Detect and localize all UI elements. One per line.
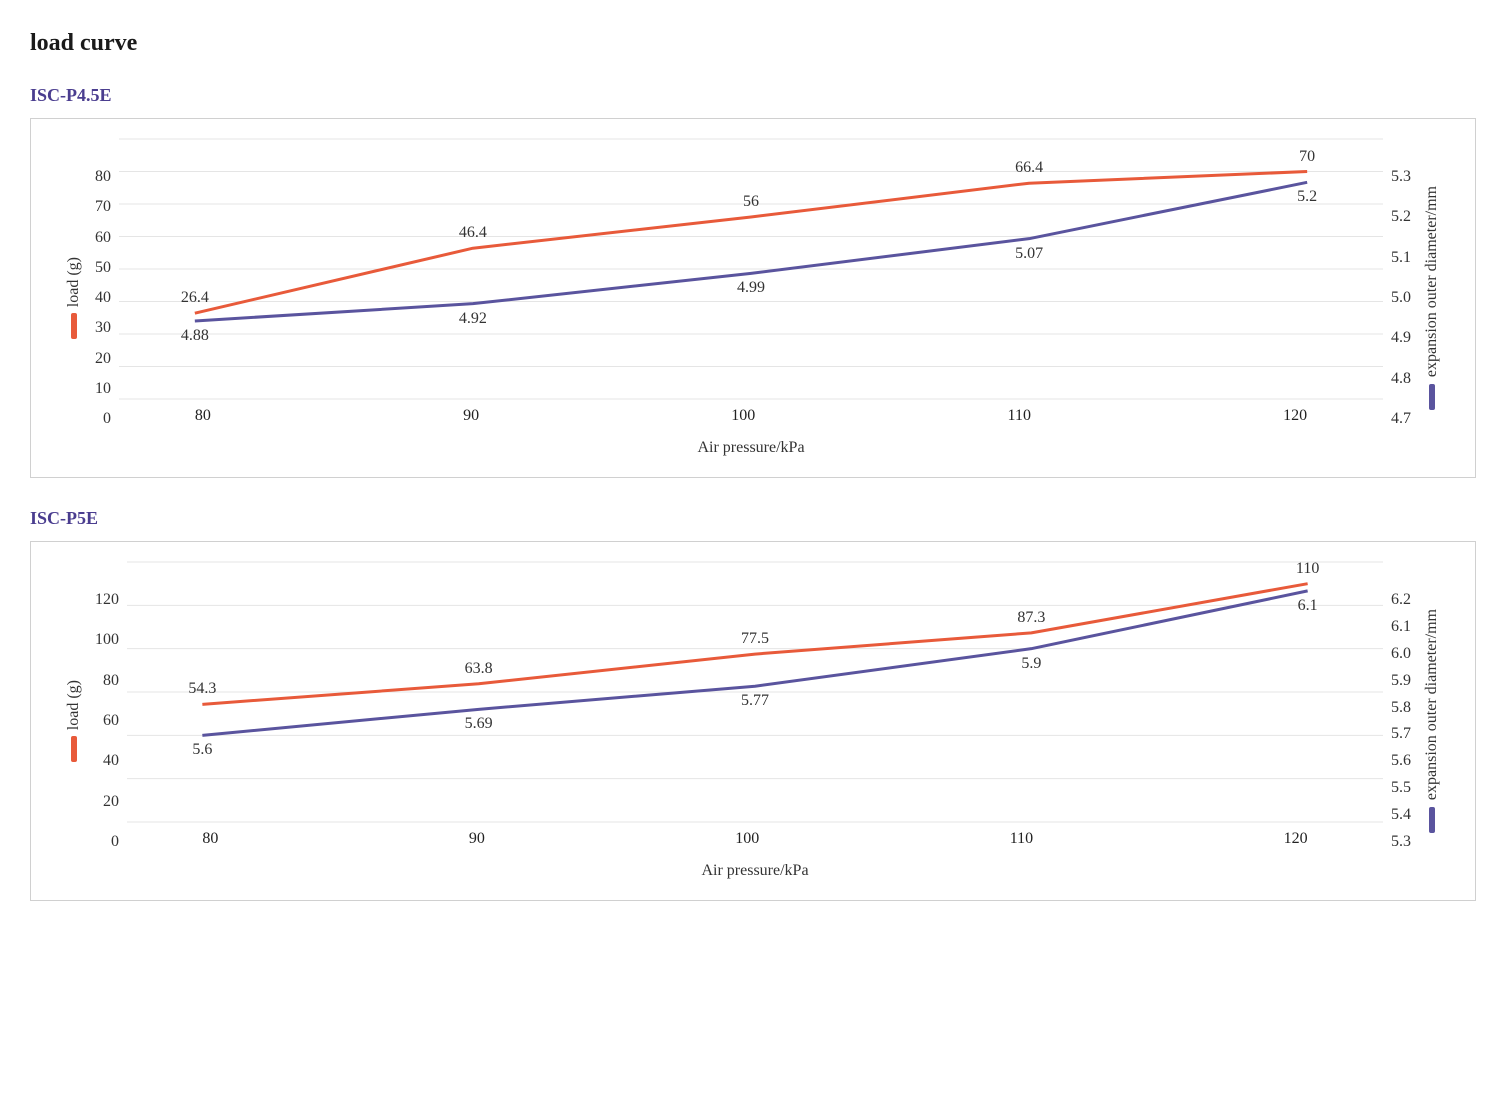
y-axis-right-ticks: 6.26.16.05.95.85.75.65.55.45.3 — [1383, 591, 1419, 851]
data-label: 63.8 — [465, 660, 493, 678]
data-label: 77.5 — [741, 630, 769, 648]
data-label: 70 — [1299, 148, 1315, 166]
data-label: 87.3 — [1017, 609, 1045, 627]
data-label: 5.2 — [1297, 188, 1317, 206]
data-label: 66.4 — [1015, 159, 1043, 177]
chart-title: ISC-P5E — [30, 508, 1476, 529]
legend-stub-diameter — [1429, 384, 1435, 410]
y-axis-right-label: expansion outer diameter/mm — [1419, 186, 1445, 377]
data-label: 54.3 — [188, 680, 216, 698]
data-label: 110 — [1296, 560, 1319, 578]
y-axis-left-ticks: 80706050403020100 — [87, 168, 119, 428]
chart-section: ISC-P5E load (g)120100806040200 54.3 63.8 77… — [30, 508, 1476, 901]
y-axis-right-ticks: 5.35.25.15.04.94.84.7 — [1383, 168, 1419, 428]
chart-box: load (g)120100806040200 54.3 63.8 77.5 87.3 1… — [30, 541, 1476, 901]
data-label: 6.1 — [1298, 597, 1318, 615]
data-label: 4.88 — [181, 327, 209, 345]
x-axis-ticks: 8090100110120 — [119, 399, 1383, 425]
legend-stub-load — [71, 313, 77, 339]
x-axis-label: Air pressure/kPa — [119, 425, 1383, 457]
chart-section: ISC-P4.5E load (g)80706050403020100 26.4 46… — [30, 85, 1476, 478]
data-label: 5.69 — [465, 715, 493, 733]
x-axis-label: Air pressure/kPa — [127, 848, 1383, 880]
data-label: 5.77 — [741, 692, 769, 710]
data-label: 26.4 — [181, 289, 209, 307]
legend-stub-diameter — [1429, 807, 1435, 833]
data-label: 4.92 — [459, 310, 487, 328]
y-axis-left-label: load (g) — [61, 680, 87, 730]
data-label: 5.07 — [1015, 245, 1043, 263]
page-title: load curve — [30, 30, 1476, 57]
chart-box: load (g)80706050403020100 26.4 46.4 56 66.4 7… — [30, 118, 1476, 478]
y-axis-left-label: load (g) — [61, 257, 87, 307]
data-label: 5.6 — [192, 741, 212, 759]
data-label: 46.4 — [459, 224, 487, 242]
y-axis-right-label: expansion outer diameter/mm — [1419, 609, 1445, 800]
data-label: 56 — [743, 193, 759, 211]
plot-area: 26.4 46.4 56 66.4 70 4.88 4.92 4.99 5.07 5.2 — [119, 139, 1383, 399]
y-axis-left-ticks: 120100806040200 — [87, 591, 127, 851]
chart-title: ISC-P4.5E — [30, 85, 1476, 106]
data-label: 5.9 — [1021, 655, 1041, 673]
data-label: 4.99 — [737, 279, 765, 297]
charts-container: ISC-P4.5Eload (g)8070605040302010026.446… — [30, 85, 1476, 901]
x-axis-ticks: 8090100110120 — [127, 822, 1383, 848]
plot-area: 54.3 63.8 77.5 87.3 110 5.6 5.69 5.77 5.9 6.1 — [127, 562, 1383, 822]
legend-stub-load — [71, 736, 77, 762]
